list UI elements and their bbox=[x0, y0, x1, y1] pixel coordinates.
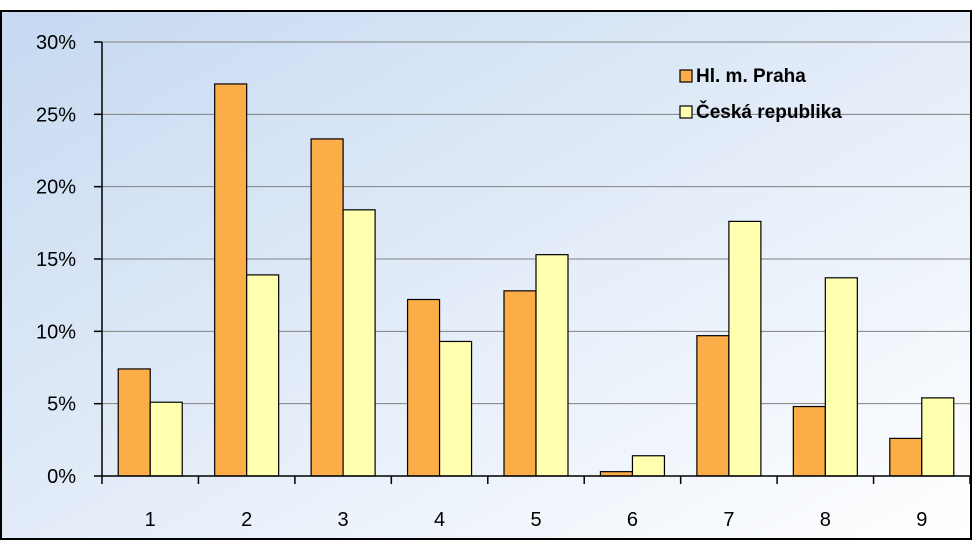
bar-cr-5 bbox=[535, 254, 569, 477]
legend-swatch bbox=[679, 105, 693, 119]
y-tick-label: 5% bbox=[47, 394, 76, 416]
bar-cr-8 bbox=[824, 277, 858, 477]
y-tick-label: 15% bbox=[36, 249, 76, 271]
legend-label: Hl. m. Praha bbox=[696, 66, 806, 87]
y-tick-label: 25% bbox=[36, 104, 76, 126]
y-tick-label: 30% bbox=[36, 32, 76, 54]
legend-swatch bbox=[679, 69, 693, 83]
x-tick-label: 4 bbox=[434, 509, 445, 531]
x-tick-label: 8 bbox=[820, 509, 831, 531]
legend-label: Česká republika bbox=[696, 101, 842, 123]
bar-cr-1 bbox=[149, 401, 183, 477]
bar-cr-4 bbox=[438, 340, 473, 477]
x-tick-label: 1 bbox=[145, 509, 156, 531]
bar-cr-3 bbox=[342, 209, 376, 477]
x-tick-label: 7 bbox=[723, 509, 734, 531]
bar-praha-9 bbox=[889, 437, 923, 477]
bar-cr-6 bbox=[631, 455, 666, 477]
x-tick-label: 2 bbox=[241, 509, 252, 531]
x-tick-label: 6 bbox=[627, 509, 638, 531]
bar-praha-4 bbox=[406, 298, 441, 477]
y-tick-label: 10% bbox=[36, 321, 76, 343]
bar-praha-5 bbox=[503, 290, 537, 477]
bar-praha-1 bbox=[117, 368, 151, 477]
bar-cr-7 bbox=[728, 220, 762, 477]
bar-cr-9 bbox=[921, 397, 955, 477]
bar-cr-2 bbox=[246, 274, 280, 477]
legend: Hl. m. Praha Česká republika bbox=[679, 66, 842, 123]
y-tick-label: 0% bbox=[47, 466, 76, 488]
x-tick-label: 3 bbox=[338, 509, 349, 531]
x-tick-label: 5 bbox=[530, 509, 541, 531]
x-tick-label: 9 bbox=[916, 509, 927, 531]
bar-praha-8 bbox=[792, 405, 826, 477]
bar-praha-7 bbox=[696, 335, 730, 477]
bar-praha-3 bbox=[310, 138, 344, 477]
bar-praha-2 bbox=[214, 83, 248, 477]
y-tick-label: 20% bbox=[36, 177, 76, 199]
